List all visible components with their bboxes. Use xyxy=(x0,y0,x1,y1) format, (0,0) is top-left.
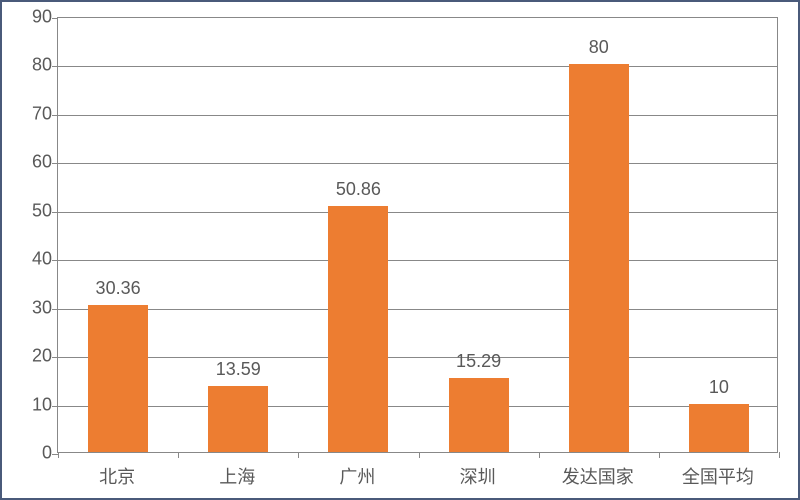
chart-container: 0 10 20 30 40 50 60 70 80 90 30.36 13.59 5… xyxy=(0,0,800,500)
bar-0 xyxy=(88,305,148,452)
x-tick-mark xyxy=(779,452,780,458)
grid-line xyxy=(58,115,777,116)
y-tick-10: 10 xyxy=(7,394,52,415)
x-label-3: 深圳 xyxy=(460,463,496,489)
y-tick-50: 50 xyxy=(7,200,52,221)
grid-line xyxy=(58,66,777,67)
y-tick-90: 90 xyxy=(7,7,52,28)
y-tick-mark xyxy=(52,163,58,164)
x-label-2: 广州 xyxy=(339,463,375,489)
y-tick-40: 40 xyxy=(7,249,52,270)
y-tick-60: 60 xyxy=(7,152,52,173)
y-tick-mark xyxy=(52,212,58,213)
bar-value-label-5: 10 xyxy=(709,377,729,398)
x-label-0: 北京 xyxy=(99,463,135,489)
y-tick-mark xyxy=(52,66,58,67)
x-tick-mark xyxy=(178,452,179,458)
y-tick-mark xyxy=(52,406,58,407)
y-tick-80: 80 xyxy=(7,55,52,76)
x-tick-mark xyxy=(659,452,660,458)
bar-value-label-2: 50.86 xyxy=(336,179,381,200)
y-tick-0: 0 xyxy=(7,443,52,464)
y-tick-70: 70 xyxy=(7,103,52,124)
x-tick-mark xyxy=(419,452,420,458)
y-tick-mark xyxy=(52,115,58,116)
x-tick-mark xyxy=(539,452,540,458)
y-tick-mark xyxy=(52,309,58,310)
plot-area: 30.36 13.59 50.86 15.29 80 10 xyxy=(57,17,778,453)
grid-line xyxy=(58,406,777,407)
grid-line xyxy=(58,260,777,261)
bar-value-label-0: 30.36 xyxy=(96,278,141,299)
x-label-5: 全国平均 xyxy=(682,463,754,489)
bar-value-label-1: 13.59 xyxy=(216,359,261,380)
x-tick-mark xyxy=(298,452,299,458)
bar-5 xyxy=(689,404,749,452)
grid-line xyxy=(58,163,777,164)
grid-line xyxy=(58,357,777,358)
bar-1 xyxy=(208,386,268,452)
grid-line xyxy=(58,309,777,310)
y-tick-mark xyxy=(52,357,58,358)
y-tick-20: 20 xyxy=(7,346,52,367)
bar-3 xyxy=(449,378,509,452)
bar-value-label-4: 80 xyxy=(589,37,609,58)
x-label-1: 上海 xyxy=(219,463,255,489)
bar-2 xyxy=(328,206,388,452)
x-tick-mark xyxy=(58,452,59,458)
y-tick-mark xyxy=(52,260,58,261)
grid-line xyxy=(58,212,777,213)
y-tick-mark xyxy=(52,18,58,19)
bar-4 xyxy=(569,64,629,452)
y-tick-30: 30 xyxy=(7,297,52,318)
x-label-4: 发达国家 xyxy=(562,463,634,489)
bar-value-label-3: 15.29 xyxy=(456,351,501,372)
